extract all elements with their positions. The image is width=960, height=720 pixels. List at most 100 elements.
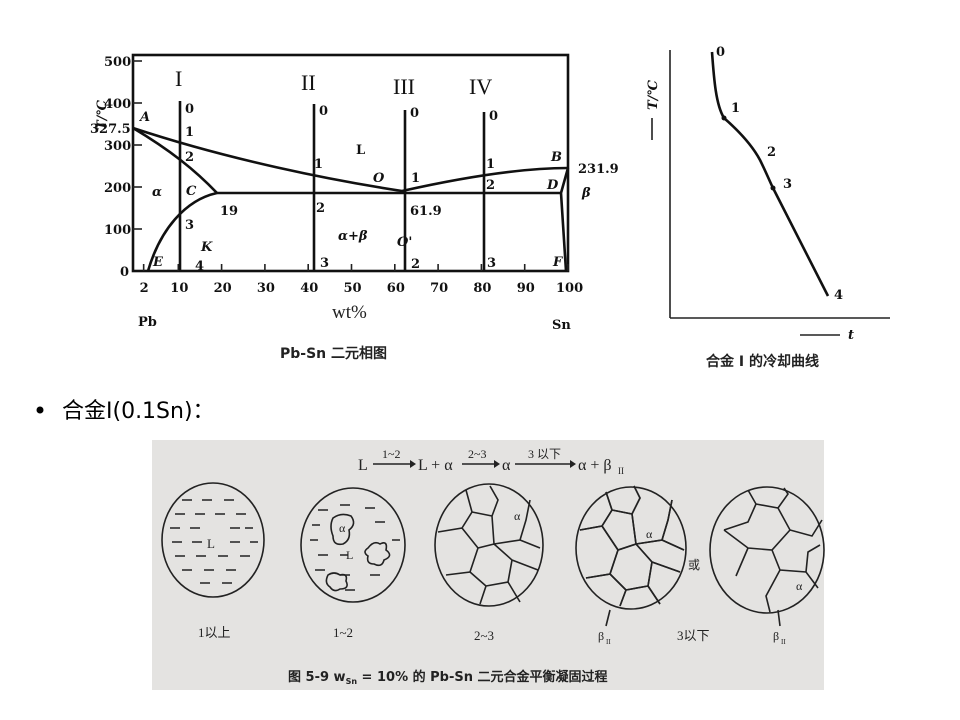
y-axis-label: T/℃ [95, 100, 110, 130]
stage-labels: 1以上 1~2 2~3 3以下 [198, 625, 710, 643]
liquidus-line [132, 126, 569, 193]
seq-arrow-label: 1~2 [382, 447, 401, 461]
seq-arrow-label: 3 以下 [528, 447, 561, 461]
region-beta: β [581, 186, 591, 201]
figure-caption: 图 5-9 wSn = 10% 的 Pb-Sn 二元合金平衡凝固过程 [288, 669, 608, 686]
reaction-sequence: L 1~2 L + α 2~3 α 3 以下 α + β II [358, 447, 624, 476]
region-L: L [356, 143, 365, 158]
y-tick: 500 [104, 55, 131, 70]
solidification-figure: L 1~2 L + α 2~3 α 3 以下 α + β II L α L [152, 440, 825, 690]
point-C: C [186, 184, 197, 199]
x-tick-label: 70 [430, 281, 448, 296]
solvus-alpha-line [146, 191, 218, 272]
stage-1-circle: L [161, 482, 265, 598]
x-axis-label: wt% [332, 302, 367, 323]
point-label: 4 [195, 259, 204, 274]
seq-subscript: II [618, 466, 624, 476]
point-label: 1 [314, 157, 323, 172]
cooling-curve: T/℃ t 0 1 2 3 4 合金 I 的冷却曲线 [646, 45, 890, 370]
point-label: 4 [834, 288, 843, 303]
point-label: 2 [411, 257, 420, 272]
eutectic-comp-label: 61.9 [410, 204, 442, 219]
stage-2-circle: α L [300, 487, 406, 603]
y-tick: 400 [104, 97, 131, 112]
caption-subscript: Sn [346, 677, 358, 686]
seq-arrow-label: 2~3 [468, 447, 487, 461]
point-label: 0 [716, 45, 725, 60]
x-tick-label: 60 [387, 281, 405, 296]
alloy-IV-label: IV [469, 74, 492, 99]
point-label: 2 [185, 150, 194, 165]
point-label: 2 [486, 178, 495, 193]
seq-alpha: α [502, 457, 511, 474]
figure-background [152, 440, 824, 690]
x-tick-label: 20 [214, 281, 232, 296]
beta-subscript: II [781, 638, 786, 646]
sn-label: Sn [552, 318, 571, 333]
x-tick-label: 30 [257, 281, 275, 296]
region-alpha: α [152, 185, 162, 200]
point-label: 0 [319, 104, 328, 119]
point-label: 2 [767, 145, 776, 160]
alpha-label: α [796, 579, 803, 593]
x-ticks: 2 10 20 30 40 50 60 70 80 90 100 [140, 264, 583, 296]
y-tick: 300 [104, 139, 131, 154]
point-F: F [552, 255, 563, 270]
point-label: 3 [320, 256, 329, 271]
plot-frame [131, 53, 570, 273]
stage-4b-circle: α β II [709, 486, 825, 646]
stage-label: 2~3 [474, 628, 494, 643]
alloy-I-label: I [175, 66, 182, 91]
phase-diagram-caption: Pb-Sn 二元相图 [280, 345, 387, 362]
beta-boundary-line [559, 167, 570, 272]
point-label: 2 [316, 201, 325, 216]
eutectic-left-label: 19 [220, 204, 238, 219]
stage-3-circle: α [434, 483, 544, 607]
y-ticks [133, 60, 142, 230]
x-tick-label: 10 [170, 281, 188, 296]
x-tick-label: 50 [344, 281, 362, 296]
point-K: K [200, 240, 213, 255]
point-A: A [138, 110, 150, 125]
stage-label: 1以上 [198, 625, 231, 640]
caption-part: 图 5-9 w [288, 670, 346, 685]
bullet-text: 合金I(0.1Sn)： [62, 399, 215, 424]
stage-4a-circle: α β II [575, 485, 687, 646]
stage-label: 3以下 [677, 628, 710, 643]
beta-label: β [773, 629, 779, 643]
point-label: 0 [410, 106, 419, 121]
melting-sn-label: 231.9 [578, 162, 619, 177]
point-label: 1 [185, 125, 194, 140]
point-label: 1 [486, 157, 495, 172]
liquid-label: L [346, 548, 353, 562]
melting-pb-label: 327.5 [90, 122, 131, 137]
liquid-label: L [207, 536, 215, 551]
point-B: B [550, 150, 562, 165]
x-tick-label: 40 [300, 281, 318, 296]
alloy-II-label: II [301, 70, 316, 95]
alpha-label: α [339, 521, 346, 535]
point-O-prime: O' [397, 235, 412, 250]
cooling-y-label: T/℃ [646, 80, 661, 110]
seq-alpha-beta: α + β [578, 457, 612, 474]
x-tick-label: 90 [517, 281, 535, 296]
alloy-III-label: III [393, 74, 415, 99]
point-label: 1 [731, 101, 740, 116]
seq-L-alpha: L + α [418, 457, 453, 474]
y-tick: 200 [104, 181, 131, 196]
point-label: 1 [411, 171, 420, 186]
point-label: 0 [185, 102, 194, 117]
seq-L: L [358, 457, 368, 474]
beta-label: β [598, 629, 604, 643]
point-D: D [546, 178, 559, 193]
point-O: O [373, 171, 385, 186]
region-alpha-beta: α+β [338, 229, 368, 244]
bullet-icon [36, 406, 44, 414]
x-tick-label: 100 [556, 281, 583, 296]
phase-diagram: 500 400 300 200 100 0 327.5 T/℃ 2 10 20 30 4… [90, 53, 619, 362]
stage-label: 1~2 [333, 625, 353, 640]
y-tick: 0 [120, 265, 129, 280]
cooling-caption: 合金 I 的冷却曲线 [706, 353, 819, 370]
point-label: 3 [783, 177, 792, 192]
y-tick: 100 [104, 223, 131, 238]
